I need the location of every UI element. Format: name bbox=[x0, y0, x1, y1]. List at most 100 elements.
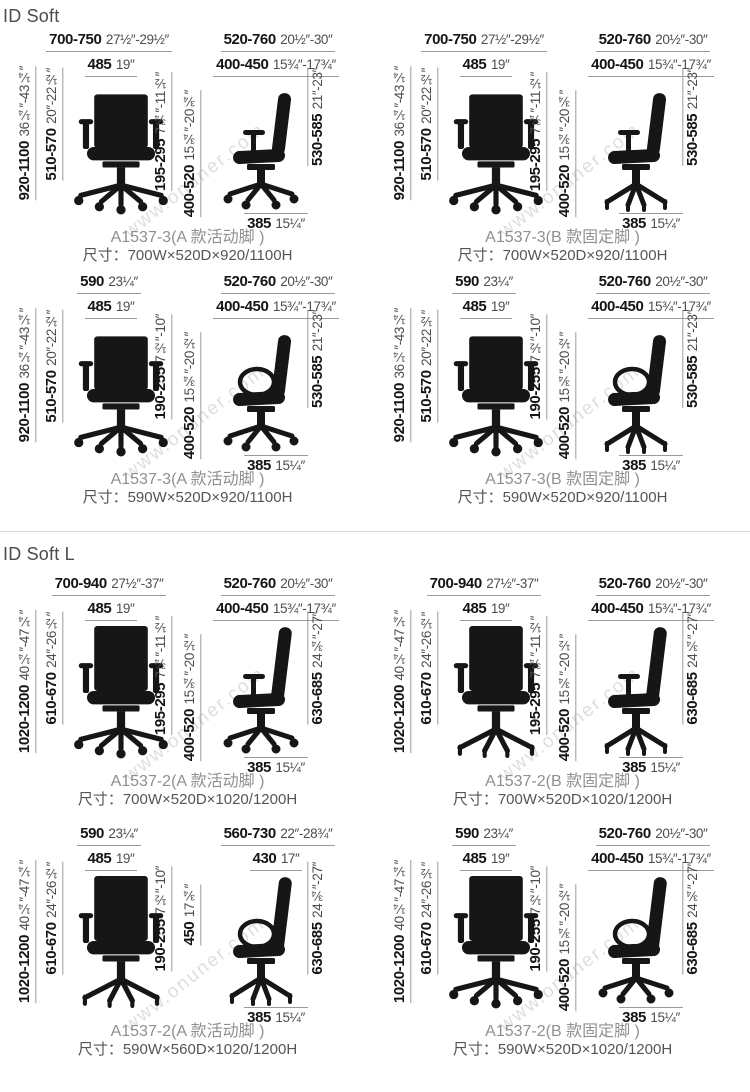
mm-value: 400-450 bbox=[591, 298, 644, 315]
mm-value: 385 bbox=[247, 1009, 271, 1026]
mm-value: 700-750 bbox=[49, 31, 102, 48]
side-depth-dimension: 520-760 20½″-30″ bbox=[567, 32, 739, 52]
model-caption: A1537-3(B 款固定脚 ) bbox=[485, 229, 640, 246]
chair-spec-panel: www.onuner.com 590 23¼″ 485 19″ 1020-120… bbox=[0, 824, 375, 1066]
side-seat-depth-dimension: 400-450 15¾″-17¾″ bbox=[180, 299, 372, 319]
mm-value: 400-520 bbox=[556, 406, 573, 460]
inch-value: 7¾″-11½″ bbox=[528, 616, 543, 679]
side-armrest-height-dimension: 190-255 7½″-10″ bbox=[152, 314, 173, 420]
mm-value: 530-585 bbox=[309, 355, 326, 408]
mm-value: 560-730 bbox=[223, 825, 277, 842]
model-caption: A1537-2(A 款活动脚 ) bbox=[110, 1023, 265, 1040]
inch-value: 24″-26½″ bbox=[44, 612, 59, 668]
front-backrest-width-dimension: 485 19″ bbox=[431, 601, 541, 621]
mm-value: 400-520 bbox=[181, 164, 198, 218]
inch-value: 24¾″-27″ bbox=[685, 862, 700, 918]
mm-value: 630-685 bbox=[309, 672, 326, 725]
front-overall-height-dimension: 920-1100 36¼″-43¼″ bbox=[391, 66, 412, 201]
side-armrest-height-dimension: 190-255 7½″-10″ bbox=[152, 866, 173, 972]
inch-value: 19″ bbox=[115, 601, 135, 616]
side-backrest-top-height-dimension: 530-585 21″-23″ bbox=[682, 68, 702, 166]
inch-value: 15¾″-20¾″ bbox=[557, 90, 572, 161]
front-backrest-height-dimension: 610-670 24″-26½″ bbox=[418, 612, 439, 725]
mm-value: 485 bbox=[462, 850, 487, 867]
chair-side-view bbox=[206, 334, 316, 458]
mm-value: 510-570 bbox=[43, 128, 60, 181]
front-backrest-height-dimension: 510-570 20″-22½″ bbox=[43, 310, 64, 423]
side-backrest-top-height-dimension: 530-585 21″-23″ bbox=[307, 68, 327, 166]
side-depth-dimension: 520-760 20½″-30″ bbox=[192, 32, 364, 52]
size-caption: 尺寸：590W×560D×1020/1200H bbox=[77, 1041, 298, 1058]
mm-value: 400-520 bbox=[181, 708, 198, 762]
inch-value: 15¾″-20½″ bbox=[557, 332, 572, 403]
chair-spec-panel: www.onuner.com 700-750 27½″-29½″ 485 19″… bbox=[0, 30, 375, 272]
side-seat-height-dimension: 400-520 15¾″-20½″ bbox=[556, 634, 577, 762]
chair-spec-panel: www.onuner.com 590 23¼″ 485 19″ 920-1100… bbox=[0, 272, 375, 514]
inch-value: 15¾″-20½″ bbox=[182, 634, 197, 705]
mm-value: 430 bbox=[252, 850, 277, 867]
front-overall-height-dimension: 920-1100 36¼″-43¼″ bbox=[16, 308, 37, 443]
inch-value: 15¼″ bbox=[275, 216, 305, 231]
side-armrest-height-dimension: 195-295 7¾″-11½″ bbox=[152, 72, 173, 192]
inch-value: 15¼″ bbox=[650, 1010, 680, 1025]
mm-value: 630-685 bbox=[684, 922, 701, 975]
side-seat-depth-dimension: 400-450 15¾″-17¾″ bbox=[555, 601, 747, 621]
mm-value: 450 bbox=[181, 921, 198, 946]
inch-value: 19″ bbox=[115, 299, 135, 314]
side-depth-dimension: 520-760 20½″-30″ bbox=[192, 274, 364, 294]
side-seat-depth-dimension: 400-450 15¾″-17¾″ bbox=[555, 57, 747, 77]
mm-value: 190-255 bbox=[152, 367, 169, 420]
model-caption: A1537-2(B 款固定脚 ) bbox=[485, 1023, 640, 1040]
size-caption: 尺寸：700W×520D×1020/1200H bbox=[452, 791, 673, 808]
mm-value: 590 bbox=[455, 273, 479, 290]
inch-value: 19″ bbox=[490, 57, 510, 72]
front-backrest-height-dimension: 610-670 24″-26½″ bbox=[418, 862, 439, 975]
mm-value: 920-1100 bbox=[16, 140, 33, 201]
mm-value: 400-450 bbox=[591, 850, 644, 867]
mm-value: 385 bbox=[247, 457, 271, 474]
side-seat-depth-dimension: 400-450 15¾″-17¾″ bbox=[180, 601, 372, 621]
inch-value: 36¼″-43¼″ bbox=[392, 308, 407, 379]
inch-value: 20″-22½″ bbox=[44, 68, 59, 124]
front-width-dimension: 590 23¼″ bbox=[28, 274, 190, 294]
inch-value: 20½″-30″ bbox=[655, 576, 708, 591]
inch-value: 20″-22½″ bbox=[44, 310, 59, 366]
mm-value: 385 bbox=[247, 759, 271, 776]
front-backrest-width-dimension: 485 19″ bbox=[431, 299, 541, 319]
mm-value: 610-670 bbox=[43, 922, 60, 975]
inch-value: 15¾″-20½″ bbox=[182, 332, 197, 403]
inch-value: 40¼″-47¼″ bbox=[392, 610, 407, 681]
mm-value: 530-585 bbox=[309, 113, 326, 166]
mm-value: 400-450 bbox=[216, 600, 269, 617]
side-backrest-top-height-dimension: 630-685 24¾″-27″ bbox=[682, 862, 702, 975]
front-backrest-height-dimension: 510-570 20″-22½″ bbox=[418, 68, 439, 181]
mm-value: 920-1100 bbox=[391, 382, 408, 443]
side-seat-height-dimension: 400-520 15¾″-20½″ bbox=[556, 884, 577, 1012]
size-caption: 尺寸：700W×520D×920/1100H bbox=[82, 247, 293, 264]
inch-value: 19″ bbox=[115, 851, 135, 866]
section-title-id-soft: ID Soft bbox=[3, 6, 60, 26]
mm-value: 385 bbox=[622, 215, 646, 232]
inch-value: 17″ bbox=[280, 851, 300, 866]
model-caption: A1537-3(B 款固定脚 ) bbox=[485, 471, 640, 488]
chair-side-view bbox=[581, 92, 691, 216]
inch-value: 24¾″-27″ bbox=[310, 612, 325, 668]
inch-value: 7¾″-11½″ bbox=[153, 72, 168, 135]
section-title-id-soft-l: ID Soft L bbox=[3, 544, 75, 564]
inch-value: 15¾″-17¾″ bbox=[647, 601, 711, 616]
side-armrest-height-dimension: 190-255 7½″-10″ bbox=[527, 314, 548, 420]
inch-value: 20″-22½″ bbox=[419, 310, 434, 366]
inch-value: 21″-23″ bbox=[685, 68, 700, 110]
inch-value: 21″-23″ bbox=[310, 68, 325, 110]
inch-value: 7½″-10″ bbox=[153, 314, 168, 363]
mm-value: 400-520 bbox=[181, 406, 198, 460]
side-backrest-top-height-dimension: 630-685 24¾″-27″ bbox=[307, 862, 327, 975]
inch-value: 24″-26½″ bbox=[44, 862, 59, 918]
side-base-width-dimension: 385 15¼″ bbox=[599, 757, 703, 777]
chair-spec-panel: www.onuner.com 590 23¼″ 485 19″ 920-1100… bbox=[375, 272, 750, 514]
side-base-width-dimension: 385 15¼″ bbox=[224, 213, 328, 233]
inch-value: 19″ bbox=[490, 299, 510, 314]
mm-value: 1020-1200 bbox=[391, 934, 408, 1004]
side-seat-height-dimension: 450 17¾″ bbox=[181, 884, 202, 946]
inch-value: 19″ bbox=[490, 851, 510, 866]
